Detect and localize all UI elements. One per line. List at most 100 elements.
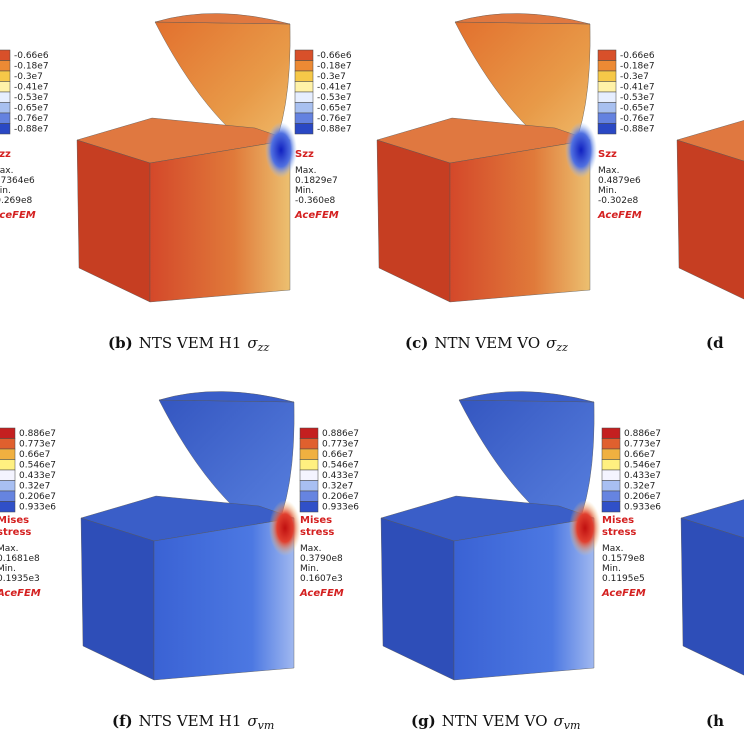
legend-swatch	[294, 60, 314, 72]
legend-tick: 0.66e7	[624, 450, 655, 460]
min-label: Min.	[0, 564, 16, 574]
legend-tick: -0.66e6	[14, 51, 49, 61]
min-value: -0.302e8	[598, 196, 639, 206]
stress-spot	[569, 500, 601, 556]
min-label: Min.	[598, 186, 617, 196]
panel: 0.886e70.773e70.66e70.546e70.433e70.32e7…	[80, 391, 359, 732]
max-value: 0.4879e6	[598, 176, 641, 186]
cube-front	[449, 139, 591, 303]
caption: (f) NTS VEM H1 σvm	[112, 712, 274, 732]
legend-tick: -0.53e7	[620, 93, 655, 103]
legend-swatch	[601, 459, 621, 471]
legend-tick: 0.32e7	[322, 482, 353, 492]
cube-front	[153, 517, 295, 681]
legend-tick: 0.933e6	[322, 503, 359, 513]
legend-swatch	[597, 70, 617, 82]
legend-label: stress	[602, 527, 636, 538]
caption-subscript: vm	[564, 719, 581, 732]
legend-label: stress	[0, 527, 31, 538]
legend-tick: -0.53e7	[317, 93, 352, 103]
caption-symbol: σ	[247, 334, 258, 352]
legend-swatch	[597, 60, 617, 72]
legend-tick: 0.773e7	[624, 440, 661, 450]
legend-tick: 0.32e7	[624, 482, 655, 492]
caption-tag: (f)	[112, 712, 133, 730]
quarter-top	[454, 13, 591, 25]
legend-tick: -0.3e7	[620, 72, 649, 82]
caption: (b) NTS VEM H1 σzz	[108, 334, 269, 354]
legend-swatch	[294, 91, 314, 103]
legend-tick: 0.66e7	[19, 450, 50, 460]
legend-swatch	[0, 81, 11, 93]
legend-label: stress	[300, 527, 334, 538]
min-label: Min.	[602, 564, 621, 574]
max-value: 0.3790e8	[300, 554, 343, 564]
caption-tag: (b)	[108, 334, 133, 352]
legend-tick: 0.433e7	[624, 471, 661, 481]
legend-tick: -0.41e7	[317, 83, 352, 93]
panel: (d	[676, 120, 744, 352]
min-value: 0.1195e5	[602, 574, 645, 584]
legend-swatch	[0, 501, 16, 513]
caption-subscript: zz	[555, 341, 568, 354]
caption-text: NTN VEM VO	[442, 712, 548, 730]
legend-swatch	[597, 112, 617, 124]
legend-tick: -0.88e7	[620, 125, 655, 135]
brand: AceFEM	[299, 588, 344, 599]
specimen	[380, 391, 601, 681]
brand: AceFEM	[0, 588, 41, 599]
legend-swatch	[0, 49, 11, 61]
caption-text: NTN VEM VO	[434, 334, 540, 352]
legend-tick: 0.206e7	[322, 492, 359, 502]
caption-symbol: σ	[546, 334, 557, 352]
legend-swatch	[0, 438, 16, 450]
legend-tick: -0.65e7	[620, 104, 655, 114]
brand: AceFEM	[294, 210, 339, 221]
legend-label: Szz	[0, 149, 11, 160]
max-value: 0.1829e7	[295, 176, 338, 186]
stress-spot	[265, 122, 297, 178]
max-label: Max.	[0, 544, 18, 554]
caption: (c) NTN VEM VO σzz	[405, 334, 568, 354]
legend-swatch	[0, 469, 16, 481]
legend-swatch	[0, 70, 11, 82]
legend-swatch	[0, 427, 16, 439]
brand: AceFEM	[597, 210, 642, 221]
legend-tick: -0.3e7	[14, 72, 43, 82]
legend-label: Mises	[0, 515, 29, 526]
cube-left	[680, 517, 744, 676]
legend-swatch	[0, 480, 16, 492]
legend-swatch	[0, 91, 11, 103]
legend-tick: -0.66e6	[317, 51, 352, 61]
specimen	[376, 13, 597, 303]
legend-swatch	[601, 469, 621, 481]
quarter-top	[458, 391, 595, 403]
quarter-top	[158, 391, 295, 403]
legend-label: Szz	[598, 149, 617, 160]
legend-label: Szz	[295, 149, 314, 160]
cube-front	[453, 517, 595, 681]
caption-text: NTS VEM H1	[139, 334, 242, 352]
legend-tick: 0.546e7	[322, 461, 359, 471]
legend-swatch	[597, 102, 617, 114]
legend-swatch	[0, 459, 16, 471]
cube-left	[76, 139, 151, 303]
legend-swatch	[597, 81, 617, 93]
panel: (h	[680, 499, 744, 730]
legend-swatch	[294, 112, 314, 124]
legend-tick: 0.546e7	[19, 461, 56, 471]
legend-tick: -0.76e7	[317, 114, 352, 124]
legend-tick: 0.933e6	[19, 503, 56, 513]
legend-tick: 0.886e7	[322, 429, 359, 439]
min-value: 0.1607e3	[300, 574, 343, 584]
legend-tick: 0.773e7	[322, 440, 359, 450]
specimen	[676, 120, 744, 300]
cube-left	[380, 517, 455, 681]
legend-swatch	[597, 123, 617, 135]
specimen	[80, 391, 301, 681]
stress-spot	[565, 122, 597, 178]
legend-tick: 0.206e7	[624, 492, 661, 502]
max-value: 0.1681e8	[0, 554, 40, 564]
legend-tick: 0.773e7	[19, 440, 56, 450]
